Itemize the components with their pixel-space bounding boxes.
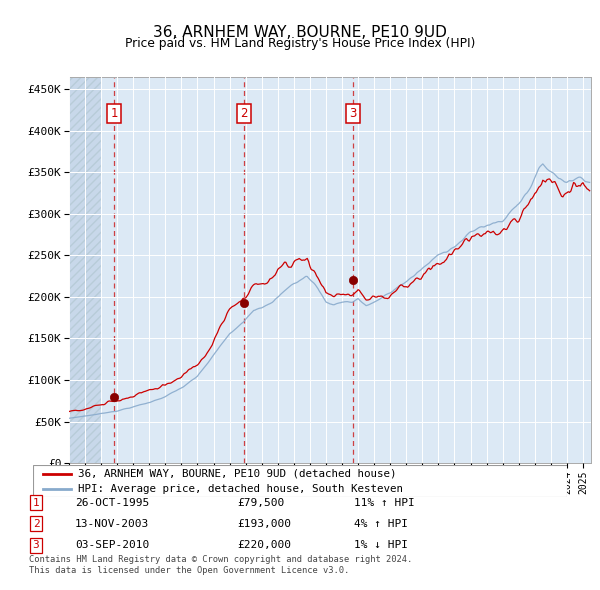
Text: £220,000: £220,000 <box>237 540 291 550</box>
FancyBboxPatch shape <box>33 465 567 497</box>
Text: £193,000: £193,000 <box>237 519 291 529</box>
Text: 3: 3 <box>349 107 356 120</box>
Bar <box>69 77 101 463</box>
Text: HPI: Average price, detached house, South Kesteven: HPI: Average price, detached house, Sout… <box>79 484 403 494</box>
Text: 3: 3 <box>32 540 40 550</box>
Text: 2: 2 <box>240 107 247 120</box>
Text: 26-OCT-1995: 26-OCT-1995 <box>75 498 149 507</box>
Text: 1% ↓ HPI: 1% ↓ HPI <box>354 540 408 550</box>
Text: 36, ARNHEM WAY, BOURNE, PE10 9UD (detached house): 36, ARNHEM WAY, BOURNE, PE10 9UD (detach… <box>79 468 397 478</box>
Text: 4% ↑ HPI: 4% ↑ HPI <box>354 519 408 529</box>
Text: 36, ARNHEM WAY, BOURNE, PE10 9UD: 36, ARNHEM WAY, BOURNE, PE10 9UD <box>153 25 447 40</box>
Text: 1: 1 <box>32 498 40 507</box>
Text: 13-NOV-2003: 13-NOV-2003 <box>75 519 149 529</box>
Text: 1: 1 <box>110 107 118 120</box>
Text: £79,500: £79,500 <box>237 498 284 507</box>
Text: 11% ↑ HPI: 11% ↑ HPI <box>354 498 415 507</box>
Text: Contains HM Land Registry data © Crown copyright and database right 2024.
This d: Contains HM Land Registry data © Crown c… <box>29 555 412 575</box>
Text: Price paid vs. HM Land Registry's House Price Index (HPI): Price paid vs. HM Land Registry's House … <box>125 37 475 50</box>
Text: 2: 2 <box>32 519 40 529</box>
Text: 03-SEP-2010: 03-SEP-2010 <box>75 540 149 550</box>
